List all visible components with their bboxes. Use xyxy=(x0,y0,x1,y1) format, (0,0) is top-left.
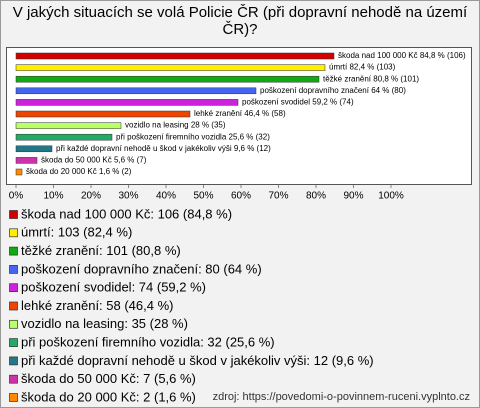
bar xyxy=(15,64,326,71)
legend-label: těžké zranění: 101 (80,8 %) xyxy=(21,243,181,258)
x-tick-label: 30% xyxy=(118,191,138,202)
bar-label: těžké zranění 80,8 % (101) xyxy=(323,74,419,83)
bar xyxy=(15,52,335,60)
source: zdroj: https://povedomi-o-povinnem-rucen… xyxy=(213,391,470,403)
x-tick-label: 80% xyxy=(306,191,326,202)
bar xyxy=(15,99,239,106)
legend-and-axis: 0% 10% 20% 30% 40% 50% 60% 70% 80% 90% 100% škoda n… xyxy=(9,185,404,404)
legend-label: poškození svodidel: 74 (59,2 %) xyxy=(21,280,206,295)
legend-swatch xyxy=(9,301,18,311)
legend-label: škoda nad 100 000 Kč: 106 (84,8 %) xyxy=(21,206,232,221)
legend-label: poškození dopravního značení: 80 (64 %) xyxy=(21,261,262,276)
legend-label: při každé dopravní nehodě u škod v jakék… xyxy=(21,353,374,368)
legend-swatch xyxy=(9,374,18,384)
bar xyxy=(15,133,113,141)
bar-label: škoda nad 100 000 Kč 84,8 % (106) xyxy=(338,51,466,60)
bar-label: poškození svodidel 59,2 % (74) xyxy=(242,98,354,107)
x-tick-label: 0% xyxy=(9,191,24,202)
legend-swatch xyxy=(9,393,18,402)
bar-label: poškození dopravního značení 64 % (80) xyxy=(260,86,406,95)
legend-swatch xyxy=(9,246,18,256)
x-tick-label: 70% xyxy=(268,191,288,202)
x-tick-label: 10% xyxy=(43,191,63,202)
bar xyxy=(15,157,38,164)
legend-swatch xyxy=(9,319,18,329)
legend-swatch xyxy=(9,356,18,366)
title-box: V jakých situacích se volá Policie ČR (p… xyxy=(12,4,468,38)
bar xyxy=(15,110,191,118)
legend-swatch xyxy=(9,338,18,347)
x-tick-label: 90% xyxy=(343,191,363,202)
x-tick-label: 50% xyxy=(193,191,213,202)
bar-label: při poškození firemního vozidla 25,6 % (… xyxy=(116,132,270,141)
bar-label: úmrtí 82,4 % (103) xyxy=(329,63,396,72)
bar-label: škoda do 50 000 Kč 5,6 % (7) xyxy=(41,156,147,165)
bar-label: při každé dopravní nehodě u škod v jakék… xyxy=(56,144,271,153)
legend-swatch xyxy=(9,265,18,274)
bar xyxy=(15,87,257,95)
x-tick-label: 60% xyxy=(231,191,251,202)
bar xyxy=(15,168,23,176)
x-tick-label: 20% xyxy=(81,191,101,202)
legend-label: úmrtí: 103 (82,4 %) xyxy=(21,225,132,240)
legend-label: lehké zranění: 58 (46,4 %) xyxy=(21,298,173,313)
bar-label: vozidlo na leasing 28 % (35) xyxy=(125,121,226,130)
bar xyxy=(15,75,320,83)
legend-label: při poškození firemního vozidla: 32 (25,… xyxy=(21,335,275,350)
bar-label: lehké zranění 46,4 % (58) xyxy=(194,109,286,118)
x-tick-label: 100% xyxy=(378,191,404,202)
legend-swatch xyxy=(9,283,18,293)
bar xyxy=(15,122,122,129)
plot: škoda nad 100 000 Kč 84,8 % (106) úmrtí 8… xyxy=(15,51,466,176)
legend-swatch xyxy=(9,210,18,219)
chart-title: V jakých situacích se volá Policie ČR (p… xyxy=(12,4,468,38)
bar-label: škoda do 20 000 Kč 1,6 % (2) xyxy=(26,167,132,176)
legend-label: škoda do 20 000 Kč: 2 (1,6 %) xyxy=(21,389,196,404)
legend-swatch xyxy=(9,228,18,238)
legend-label: škoda do 50 000 Kč: 7 (5,6 %) xyxy=(21,371,196,386)
bar xyxy=(15,145,53,153)
x-tick-label: 40% xyxy=(156,191,176,202)
legend-label: vozidlo na leasing: 35 (28 %) xyxy=(21,316,188,331)
